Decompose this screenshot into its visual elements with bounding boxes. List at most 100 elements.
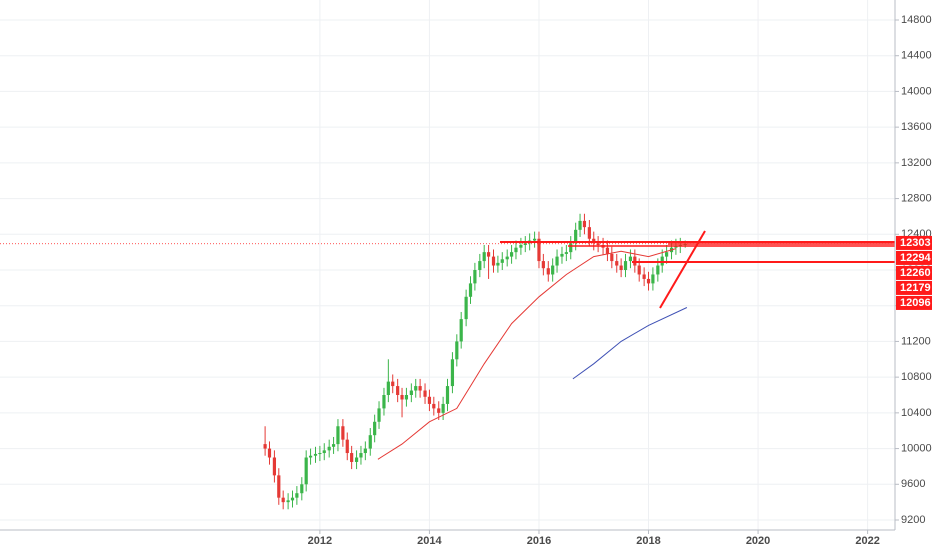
candle-body — [373, 421, 377, 436]
y-tick-label: 12800 — [901, 192, 932, 204]
candle-body — [551, 265, 555, 275]
y-tick-label: 14000 — [901, 85, 932, 97]
x-tick-label: 2016 — [527, 535, 551, 547]
candle-body — [281, 497, 285, 503]
candle-body — [286, 500, 290, 503]
x-tick-label: 2018 — [636, 535, 660, 547]
candle-body — [464, 296, 468, 320]
candle-body — [478, 261, 482, 270]
candle-body — [500, 259, 504, 263]
candle-body — [350, 453, 354, 462]
candle-body — [519, 245, 523, 248]
y-tick-label: 9200 — [901, 514, 925, 526]
y-tick-label: 10000 — [901, 442, 932, 454]
candle-body — [313, 453, 318, 456]
candle-body — [610, 253, 614, 262]
candle-body — [267, 448, 272, 458]
candle-body — [331, 444, 336, 447]
candle-body — [341, 426, 345, 440]
candle-body — [646, 278, 651, 284]
candle-body — [482, 252, 486, 262]
candle-body — [642, 274, 646, 279]
candle-body — [664, 252, 669, 257]
candle-body — [637, 265, 641, 275]
candle-body — [514, 247, 518, 253]
candle-body — [382, 395, 386, 409]
candle-body — [368, 435, 372, 449]
candle-body — [414, 386, 418, 391]
candle-body — [445, 386, 450, 404]
candle-body — [582, 220, 587, 228]
candle-body — [386, 381, 390, 395]
candle-body — [619, 265, 623, 270]
candle-body — [574, 229, 578, 244]
candle-body — [615, 261, 619, 266]
x-tick-label: 2014 — [417, 535, 442, 547]
candle-body — [468, 283, 473, 297]
candle-body — [651, 274, 655, 284]
y-tick-label: 13600 — [901, 121, 932, 133]
price-label-bg — [896, 235, 932, 250]
price-label: 12294 — [900, 252, 931, 264]
candle-body — [354, 457, 359, 462]
candle-body — [564, 252, 568, 254]
y-tick-label: 10800 — [901, 371, 932, 383]
candle-body — [272, 457, 277, 476]
moving-average — [377, 248, 677, 460]
candle-body — [505, 256, 509, 260]
candle-body — [537, 238, 541, 262]
candle-body — [569, 243, 573, 253]
y-tick-label: 10400 — [901, 407, 932, 419]
candle-body — [546, 268, 550, 275]
candle-body — [327, 446, 331, 451]
marks — [0, 213, 895, 510]
x-tick-label: 2022 — [855, 535, 879, 547]
y-tick-label: 11200 — [901, 335, 931, 347]
candle-body — [377, 408, 381, 422]
price-label-bg — [896, 265, 932, 280]
candle-body — [336, 426, 340, 445]
y-tick-label: 14400 — [901, 50, 932, 62]
candle-body — [486, 252, 491, 257]
candle-body — [427, 396, 432, 404]
candle-body — [432, 403, 436, 409]
candle-body — [396, 386, 400, 395]
candle-body — [322, 450, 326, 454]
candle-body — [318, 453, 322, 455]
x-tick-label: 2020 — [746, 535, 770, 547]
candle-body — [605, 247, 610, 254]
y-tick-label: 13200 — [901, 157, 932, 169]
candle-body — [674, 245, 678, 248]
candle-body — [404, 395, 409, 400]
candle-body — [300, 484, 304, 494]
candle-body — [441, 403, 445, 413]
candle-body — [473, 270, 477, 284]
candle-body — [496, 262, 500, 266]
moving-average — [572, 307, 688, 380]
price-label: 12260 — [900, 267, 931, 279]
price-label-bg — [896, 295, 932, 310]
price-label-bg — [896, 280, 932, 295]
candle-body — [263, 444, 267, 449]
candle-body — [409, 390, 413, 395]
candle-body — [491, 256, 496, 266]
candle-body — [560, 253, 564, 257]
candle-body — [304, 457, 308, 485]
price-label: 12096 — [900, 297, 931, 309]
candle-body — [628, 256, 633, 262]
candle-body — [555, 256, 559, 266]
candle-body — [459, 319, 463, 342]
candle-body — [437, 408, 441, 413]
price-label: 12303 — [900, 237, 931, 249]
y-tick-label: 14800 — [901, 14, 932, 26]
candle-body — [532, 238, 537, 241]
candle-body — [290, 497, 295, 501]
candle-body — [656, 265, 660, 275]
candle-body — [308, 455, 313, 458]
candle-body — [423, 390, 427, 397]
candle-body — [578, 220, 582, 230]
price-label: 12179 — [900, 282, 931, 294]
y-tick-label: 9600 — [901, 478, 925, 490]
